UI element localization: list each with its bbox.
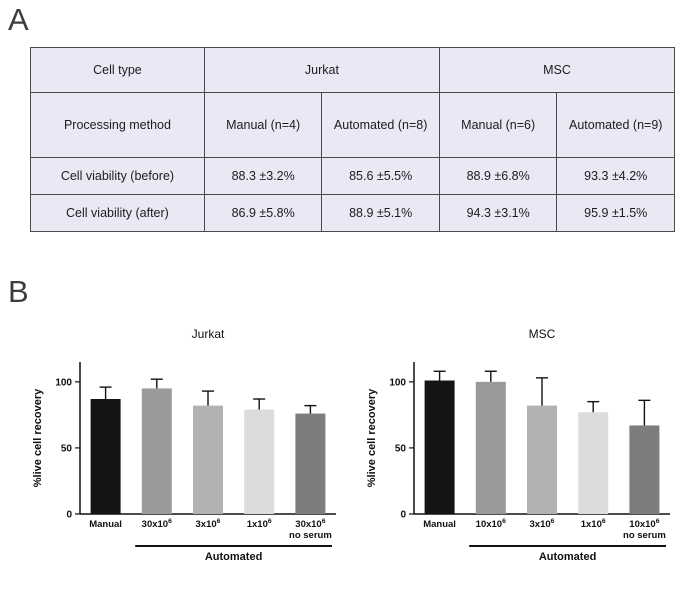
x-tick-label: Manual (89, 519, 122, 530)
table-row-label-viability-after: Cell viability (after) (30, 194, 205, 232)
x-tick-label: 3x106 (530, 518, 555, 530)
y-axis-label: %live cell recovery (366, 388, 378, 487)
table-cell: 93.3 ±4.2% (556, 157, 675, 195)
table-method-jurkat-automated: Automated (n=8) (321, 92, 440, 158)
bar-2 (193, 405, 223, 514)
table-cell: 88.3 ±3.2% (203, 157, 323, 195)
table-method-msc-manual: Manual (n=6) (438, 92, 558, 158)
table-header-cell-type: Cell type (30, 47, 205, 93)
y-tick-label: 0 (400, 510, 406, 521)
table-cell: 95.9 ±1.5% (556, 194, 675, 232)
panel-b-charts: Jurkat 0 50 100 %live cell recovery Manual 30x… (28, 322, 682, 580)
x-tick-label: 1x106 (581, 518, 606, 530)
bar-0 (424, 380, 455, 514)
table-cell: 86.9 ±5.8% (203, 194, 323, 232)
table-cell: 88.9 ±5.1% (321, 194, 440, 232)
chart-title: MSC (529, 327, 556, 341)
x-tick-label: Manual (423, 519, 456, 530)
bar-chart-svg: MSC 0 50 100 %live cell recovery Manual 10x106… (366, 327, 670, 563)
panel-a-label: A (8, 2, 29, 37)
y-tick-label: 50 (61, 443, 73, 454)
y-tick-label: 50 (395, 443, 407, 454)
bar-3 (244, 409, 275, 514)
chart-msc: MSC 0 50 100 %live cell recovery Manual 10x106… (362, 322, 682, 580)
y-tick-label: 0 (66, 510, 72, 521)
y-tick-label: 100 (389, 377, 406, 388)
viability-table-wrap: Cell type Jurkat MSC Processing method M… (30, 47, 676, 232)
bar-chart-svg: Jurkat 0 50 100 %live cell recovery Manual 30x… (32, 327, 336, 563)
x-tick-label: 1x106 (247, 518, 272, 530)
x-tick-label-line2: no serum (623, 530, 666, 541)
bar-4 (295, 413, 326, 514)
y-axis-label: %live cell recovery (32, 388, 44, 487)
bar-0 (90, 399, 121, 514)
x-tick-label: 10x106 (476, 518, 506, 530)
table-row-label-viability-before: Cell viability (before) (30, 157, 205, 195)
x-tick-label: 30x106 (142, 518, 172, 530)
y-tick-label: 100 (55, 377, 72, 388)
group-label: Automated (539, 551, 596, 563)
bar-4 (629, 425, 660, 514)
bar-3 (578, 412, 609, 514)
bar-1 (141, 388, 172, 514)
x-tick-label: 10x106 (629, 518, 659, 530)
group-label: Automated (205, 551, 262, 563)
table-cell: 88.9 ±6.8% (438, 157, 558, 195)
bar-2 (527, 405, 557, 514)
table-method-msc-automated: Automated (n=9) (556, 92, 675, 158)
table-cell: 94.3 ±3.1% (438, 194, 558, 232)
table-method-jurkat-manual: Manual (n=4) (203, 92, 323, 158)
table-header-processing-method: Processing method (30, 92, 205, 158)
x-tick-label-line2: no serum (289, 530, 332, 541)
panel-b-label: B (8, 274, 29, 309)
chart-title: Jurkat (192, 327, 225, 341)
table-header-msc: MSC (438, 47, 676, 93)
bar-1 (475, 381, 506, 514)
x-tick-label: 3x106 (196, 518, 221, 530)
table-header-jurkat: Jurkat (203, 47, 440, 93)
chart-jurkat: Jurkat 0 50 100 %live cell recovery Manual 30x… (28, 322, 348, 580)
x-tick-label: 30x106 (295, 518, 325, 530)
viability-table: Cell type Jurkat MSC Processing method M… (30, 47, 676, 232)
table-cell: 85.6 ±5.5% (321, 157, 440, 195)
